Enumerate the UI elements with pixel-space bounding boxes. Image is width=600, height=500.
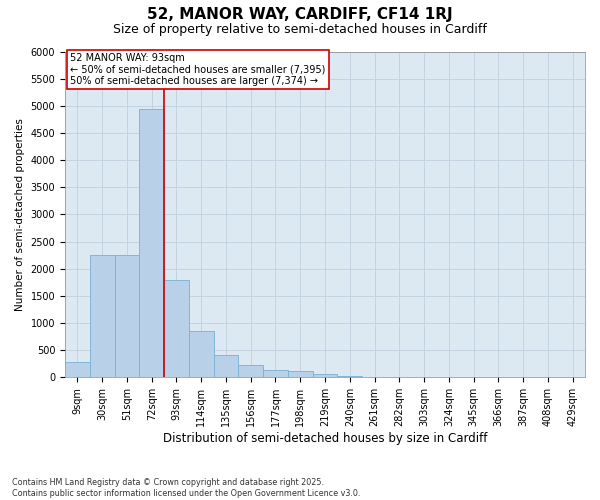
Text: 52, MANOR WAY, CARDIFF, CF14 1RJ: 52, MANOR WAY, CARDIFF, CF14 1RJ bbox=[147, 8, 453, 22]
Bar bbox=[362, 377, 387, 378]
Bar bbox=[263, 370, 288, 378]
Bar bbox=[65, 362, 90, 378]
Bar bbox=[115, 255, 139, 378]
Bar bbox=[214, 354, 238, 378]
Bar bbox=[337, 376, 362, 378]
Y-axis label: Number of semi-detached properties: Number of semi-detached properties bbox=[15, 118, 25, 311]
Bar bbox=[238, 365, 263, 378]
Bar bbox=[189, 331, 214, 378]
Bar bbox=[313, 374, 337, 378]
Text: 52 MANOR WAY: 93sqm
← 50% of semi-detached houses are smaller (7,395)
50% of sem: 52 MANOR WAY: 93sqm ← 50% of semi-detach… bbox=[70, 53, 326, 86]
X-axis label: Distribution of semi-detached houses by size in Cardiff: Distribution of semi-detached houses by … bbox=[163, 432, 487, 445]
Text: Contains HM Land Registry data © Crown copyright and database right 2025.
Contai: Contains HM Land Registry data © Crown c… bbox=[12, 478, 361, 498]
Bar bbox=[139, 108, 164, 378]
Bar bbox=[164, 280, 189, 378]
Bar bbox=[90, 255, 115, 378]
Bar bbox=[288, 372, 313, 378]
Text: Size of property relative to semi-detached houses in Cardiff: Size of property relative to semi-detach… bbox=[113, 22, 487, 36]
